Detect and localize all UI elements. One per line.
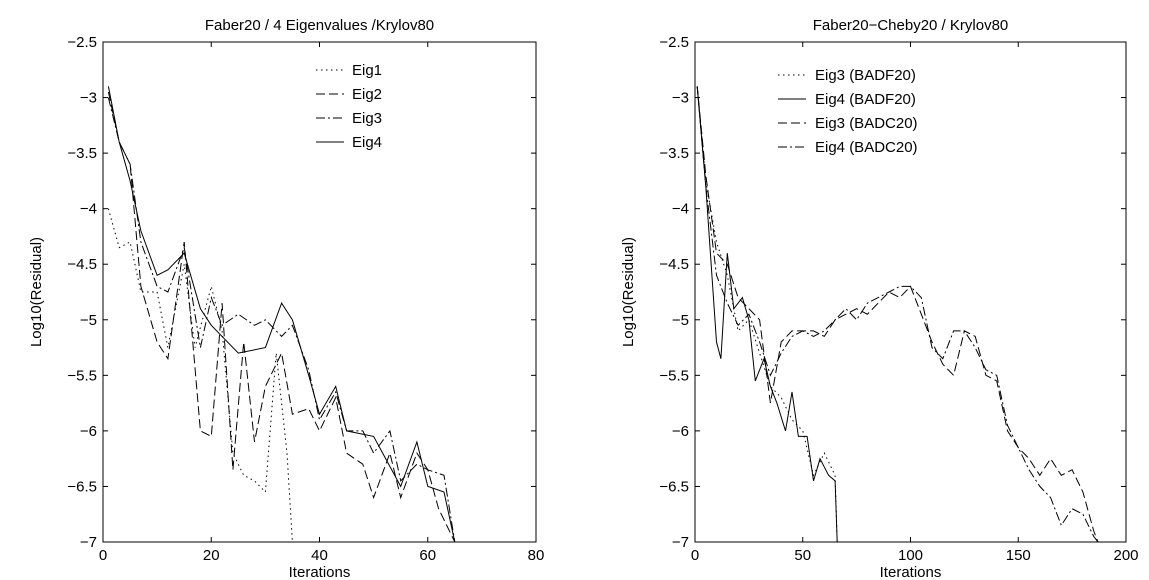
x-tick-label: 50: [794, 547, 811, 564]
y-tick-label: −4.5: [659, 256, 689, 273]
legend-entry: Eig3 (BADF20): [815, 67, 916, 84]
y-tick-label: −6.5: [67, 478, 97, 495]
y-axis-label: Log10(Residual): [28, 237, 45, 347]
y-tick-label: −3: [672, 90, 689, 107]
y-tick-label: −2.5: [659, 34, 689, 51]
y-tick-label: −6: [672, 423, 689, 440]
x-tick-label: 0: [99, 547, 107, 564]
series-line-eig3: [107, 97, 456, 542]
left-panel: Faber20 / 4 Eigenvalues /Krylov80 0 20 40 60…: [28, 17, 544, 580]
legend-entry: Eig4 (BADF20): [815, 91, 916, 108]
y-tick-label: −5: [80, 312, 97, 329]
legend-entry: Eig3 (BADC20): [815, 115, 918, 132]
x-tick-label: 150: [1006, 547, 1031, 564]
x-tick-label: 0: [691, 547, 699, 564]
right-panel: Faber20−Cheby20 / Krylov80 0 50 100 150 200 −2…: [620, 17, 1139, 580]
series-line-eig4-badc20: [696, 86, 1099, 542]
y-tick-label: −7: [80, 534, 97, 551]
legend-entry: Eig4: [352, 134, 382, 151]
series-line-eig3-badc20: [696, 86, 1099, 542]
x-tick-label: 100: [898, 547, 923, 564]
x-tick-label: 200: [1113, 547, 1138, 564]
y-tick-label: −5: [672, 312, 689, 329]
series-line-eig2: [107, 91, 456, 542]
y-tick-label: −2.5: [67, 34, 97, 51]
y-tick-label: −6: [80, 423, 97, 440]
y-tick-label: −5.5: [659, 367, 689, 384]
x-tick-label: 20: [203, 547, 220, 564]
y-tick-label: −3.5: [67, 145, 97, 162]
y-axis-label: Log10(Residual): [620, 237, 637, 347]
chart-title: Faber20 / 4 Eigenvalues /Krylov80: [205, 17, 434, 34]
legend-entry: Eig3: [352, 110, 382, 127]
y-tick-label: −4: [672, 201, 689, 218]
x-tick-label: 60: [419, 547, 436, 564]
legend-entry: Eig4 (BADC20): [815, 139, 918, 156]
y-tick-label: −5.5: [67, 367, 97, 384]
y-tick-label: −7: [672, 534, 689, 551]
legend-entry: Eig2: [352, 86, 382, 103]
y-tick-label: −4: [80, 201, 97, 218]
chart-title: Faber20−Cheby20 / Krylov80: [813, 17, 1009, 34]
x-tick-label: 80: [528, 547, 545, 564]
series-line-eig1: [107, 208, 293, 542]
y-tick-label: −6.5: [659, 478, 689, 495]
legend-entry: Eig1: [352, 62, 382, 79]
x-axis-label: Iterations: [289, 564, 351, 580]
x-tick-label: 40: [311, 547, 328, 564]
series-line-eig4: [107, 86, 456, 542]
series-line-eig4-badf20: [696, 86, 838, 542]
x-axis-label: Iterations: [880, 564, 942, 580]
y-tick-label: −4.5: [67, 256, 97, 273]
y-tick-label: −3: [80, 90, 97, 107]
y-tick-label: −3.5: [659, 145, 689, 162]
